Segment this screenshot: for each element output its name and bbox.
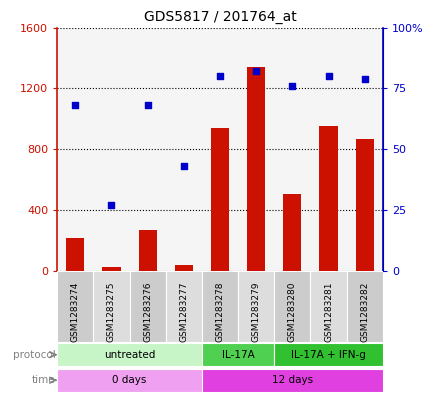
Bar (93, 271, 129, 342)
Text: GSM1283282: GSM1283282 (360, 282, 369, 342)
Point (289, 83, 296, 89)
Point (361, 75, 368, 82)
Bar (319, 127, 337, 271)
Bar (139, 230, 157, 271)
Text: 0 days: 0 days (112, 375, 147, 385)
Bar (66, 238, 84, 271)
Text: GSM1283280: GSM1283280 (288, 282, 297, 342)
Point (180, 163, 187, 169)
Bar (103, 266, 121, 271)
Point (325, 73, 332, 79)
Text: protocol: protocol (13, 350, 55, 360)
Bar (57, 271, 93, 342)
Bar (347, 271, 383, 342)
Bar (311, 271, 347, 342)
Bar (356, 139, 374, 271)
Text: untreated: untreated (104, 350, 155, 360)
Point (253, 68, 260, 75)
Bar (238, 271, 274, 342)
Text: GSM1283275: GSM1283275 (107, 282, 116, 342)
Text: GSM1283281: GSM1283281 (324, 282, 333, 342)
Text: GSM1283276: GSM1283276 (143, 282, 152, 342)
Point (108, 202, 115, 209)
Bar (57, 343, 202, 366)
Bar (129, 271, 166, 342)
Text: GSM1283279: GSM1283279 (252, 282, 260, 342)
Bar (166, 271, 202, 342)
Text: 12 days: 12 days (272, 375, 313, 385)
Text: time: time (32, 375, 55, 385)
Bar (247, 67, 265, 271)
Bar (283, 193, 301, 271)
Point (216, 73, 224, 79)
Text: IL-17A: IL-17A (222, 350, 254, 360)
Text: GSM1283277: GSM1283277 (180, 282, 188, 342)
Point (144, 102, 151, 108)
Bar (202, 343, 274, 366)
Text: GSM1283278: GSM1283278 (216, 282, 224, 342)
Bar (202, 369, 383, 392)
Bar (274, 271, 311, 342)
Title: GDS5817 / 201764_at: GDS5817 / 201764_at (143, 10, 297, 24)
Bar (175, 265, 193, 271)
Bar (57, 369, 202, 392)
Text: GSM1283274: GSM1283274 (71, 282, 80, 342)
Bar (202, 271, 238, 342)
Bar (274, 343, 383, 366)
Bar (211, 128, 229, 271)
Text: IL-17A + IFN-g: IL-17A + IFN-g (291, 350, 366, 360)
Point (72, 102, 79, 108)
